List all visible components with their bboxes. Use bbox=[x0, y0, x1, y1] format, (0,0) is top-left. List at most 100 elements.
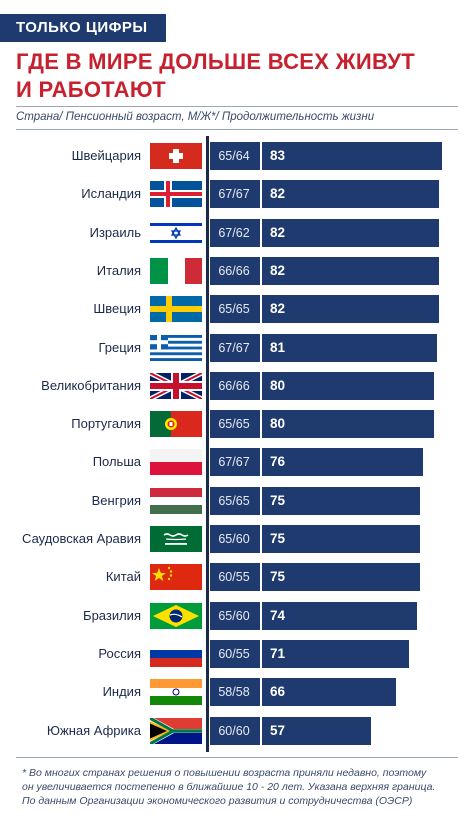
bar: 65/65 75 bbox=[210, 486, 421, 515]
country-label: Италия bbox=[96, 262, 141, 278]
footnote-line-1: * Во многих странах решения о повышении … bbox=[22, 767, 427, 779]
life-expectancy-label: 80 bbox=[270, 416, 286, 432]
chart-row: Венгрия 65/65 75 bbox=[0, 486, 474, 515]
chart-row: Китай 60/55 75 bbox=[0, 563, 474, 592]
life-expectancy-label: 71 bbox=[270, 645, 286, 661]
life-expectancy-label: 75 bbox=[270, 569, 286, 585]
bar-separator bbox=[260, 448, 262, 477]
iceland-flag-icon bbox=[150, 181, 202, 208]
chart-row: Исландия 67/67 82 bbox=[0, 180, 474, 209]
bar-separator bbox=[260, 678, 262, 707]
country-label: Бразилия bbox=[83, 607, 141, 623]
united-kingdom-flag-icon bbox=[150, 372, 202, 399]
country-label: Венгрия bbox=[91, 492, 141, 508]
retirement-age-label: 65/65 bbox=[218, 302, 250, 317]
country-label: Польша bbox=[92, 454, 141, 470]
bar-separator bbox=[260, 410, 262, 439]
retirement-age-label: 67/67 bbox=[218, 187, 250, 202]
retirement-age-label: 65/60 bbox=[218, 608, 250, 623]
switzerland-flag-icon bbox=[150, 143, 202, 169]
chart-row: Россия 60/55 71 bbox=[0, 639, 474, 668]
retirement-age-label: 60/55 bbox=[218, 570, 250, 585]
country-label: Саудовская Аравия bbox=[22, 531, 141, 546]
title-line-1: ГДЕ В МИРЕ ДОЛЬШЕ ВСЕХ ЖИВУТ bbox=[16, 49, 416, 74]
bar: 67/67 81 bbox=[210, 333, 437, 362]
chart-row: Польша 67/67 76 bbox=[0, 448, 474, 477]
bar: 67/67 82 bbox=[210, 180, 440, 209]
retirement-age-label: 67/62 bbox=[218, 225, 250, 240]
bar-separator bbox=[260, 639, 262, 668]
hungary-flag-icon bbox=[150, 487, 202, 514]
country-label: Южная Африка bbox=[46, 722, 141, 738]
chart-row: Южная Африка 60/60 57 bbox=[0, 716, 474, 745]
country-label: Швейцария bbox=[71, 148, 141, 163]
chart-axis-line bbox=[206, 136, 209, 752]
life-expectancy-label: 57 bbox=[270, 722, 286, 738]
bar-separator bbox=[260, 486, 262, 515]
bar: 67/62 82 bbox=[210, 218, 440, 247]
retirement-age-label: 65/65 bbox=[218, 493, 250, 508]
bar-separator bbox=[260, 525, 262, 553]
chart-row: Португалия 65/65 80 bbox=[0, 410, 474, 439]
bar: 65/64 83 bbox=[210, 142, 442, 170]
bar-separator bbox=[260, 333, 262, 362]
bar: 67/67 76 bbox=[210, 448, 423, 477]
chart-row: Бразилия 65/60 74 bbox=[0, 601, 474, 630]
life-expectancy-label: 82 bbox=[270, 186, 286, 202]
life-expectancy-label: 74 bbox=[270, 607, 286, 623]
sweden-flag-icon bbox=[150, 296, 202, 323]
life-expectancy-label: 66 bbox=[270, 684, 286, 700]
page-title: ГДЕ В МИРЕ ДОЛЬШЕ ВСЕХ ЖИВУТ И РАБОТАЮТ bbox=[16, 48, 456, 104]
bar-separator bbox=[260, 295, 262, 324]
bar: 60/55 71 bbox=[210, 639, 410, 668]
portugal-flag-icon bbox=[150, 411, 202, 438]
bar: 66/66 82 bbox=[210, 256, 440, 285]
poland-flag-icon bbox=[150, 449, 202, 476]
life-expectancy-label: 75 bbox=[270, 492, 286, 508]
bar-separator bbox=[260, 601, 262, 630]
russia-flag-icon bbox=[150, 640, 202, 667]
greece-flag-icon bbox=[150, 334, 202, 361]
bar-separator bbox=[260, 218, 262, 247]
bar: 65/60 75 bbox=[210, 525, 421, 553]
israel-flag-icon bbox=[150, 219, 202, 246]
life-expectancy-label: 82 bbox=[270, 262, 286, 278]
retirement-age-label: 65/64 bbox=[218, 149, 250, 163]
retirement-age-label: 60/55 bbox=[218, 646, 250, 661]
bar: 65/65 80 bbox=[210, 410, 434, 439]
retirement-age-label: 67/67 bbox=[218, 340, 250, 355]
chart-row: Швеция 65/65 82 bbox=[0, 295, 474, 324]
life-expectancy-label: 82 bbox=[270, 224, 286, 240]
footnote-line-3: По данным Организации экономического раз… bbox=[22, 795, 413, 807]
footnote-line-2: он увеличивается постепенно в ближайшие … bbox=[22, 781, 436, 793]
bar: 65/65 82 bbox=[210, 295, 440, 324]
bar-separator bbox=[260, 142, 262, 170]
country-label: Греция bbox=[98, 339, 141, 355]
bar-separator bbox=[260, 256, 262, 285]
footnote: * Во многих странах решения о повышении … bbox=[22, 766, 462, 808]
retirement-age-label: 58/58 bbox=[218, 685, 250, 700]
section-tag: ТОЛЬКО ЦИФРЫ bbox=[0, 14, 166, 42]
country-label: Исландия bbox=[81, 186, 141, 202]
retirement-age-label: 66/66 bbox=[218, 378, 250, 393]
saudi-arabia-flag-icon bbox=[150, 526, 202, 552]
bar: 60/60 57 bbox=[210, 716, 371, 745]
chart-row: Италия 66/66 82 bbox=[0, 256, 474, 285]
footnote-divider bbox=[16, 757, 458, 758]
subtitle-divider bbox=[16, 129, 458, 130]
country-label: Португалия bbox=[71, 416, 141, 432]
title-line-2: И РАБОТАЮТ bbox=[16, 77, 166, 102]
bar: 66/66 80 bbox=[210, 371, 434, 400]
brazil-flag-icon bbox=[150, 602, 202, 629]
country-label: Швеция bbox=[93, 301, 141, 317]
bar: 65/60 74 bbox=[210, 601, 418, 630]
bar-separator bbox=[260, 371, 262, 400]
bar: 60/55 75 bbox=[210, 563, 421, 592]
retirement-age-label: 67/67 bbox=[218, 455, 250, 470]
life-expectancy-label: 76 bbox=[270, 454, 286, 470]
india-flag-icon bbox=[150, 679, 202, 706]
chart-row: Великобритания 66/66 80 bbox=[0, 371, 474, 400]
italy-flag-icon bbox=[150, 257, 202, 284]
bar-separator bbox=[260, 563, 262, 592]
life-expectancy-label: 80 bbox=[270, 377, 286, 393]
